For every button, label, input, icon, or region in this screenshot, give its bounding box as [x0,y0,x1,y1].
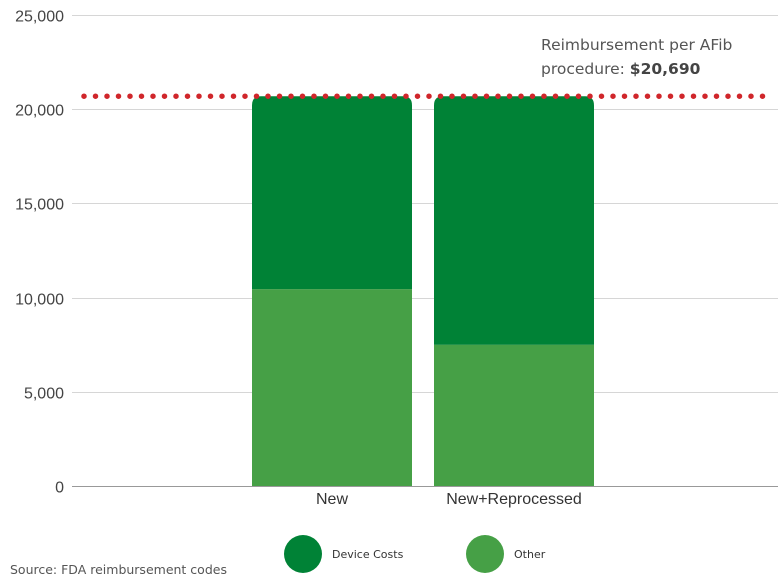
legend-label: Device Costs [332,548,404,561]
y-tick-label: 20,000 [15,103,64,120]
y-tick-label: 5,000 [24,386,64,403]
legend-item: Device Costs [284,535,404,573]
x-axis: New New+Reprocessed [316,491,582,508]
bar-segment-device-costs [252,96,412,290]
bars [252,96,594,486]
x-category-label: New+Reprocessed [446,491,582,508]
reimbursement-reference: Reimbursement per AFib procedure: $20,69… [81,36,775,99]
source-note: Source: FDA reimbursement codes [10,562,227,577]
bar-segment-device-costs [434,96,594,345]
reference-label-line2: procedure: $20,690 [541,60,701,78]
y-tick-label: 25,000 [15,9,64,26]
legend: Device Costs Other [284,535,546,573]
x-category-label: New [316,491,348,508]
reference-label-line1: Reimbursement per AFib [541,36,732,54]
legend-label: Other [514,548,546,561]
reference-value: $20,690 [630,60,701,78]
reference-label-prefix: procedure: [541,60,630,78]
legend-swatch [284,535,322,573]
bar-segment-other [434,344,594,486]
legend-item: Other [466,535,546,573]
legend-swatch [466,535,504,573]
bar-segment-other [252,289,412,486]
y-tick-label: 0 [55,480,64,497]
gridlines [72,15,778,487]
y-axis: 0 5,000 10,000 15,000 20,000 25,000 [15,9,64,497]
bar-stack-new [252,96,412,486]
y-tick-label: 10,000 [15,292,64,309]
bar-stack-new-reprocessed [434,96,594,486]
y-tick-label: 15,000 [15,197,64,214]
